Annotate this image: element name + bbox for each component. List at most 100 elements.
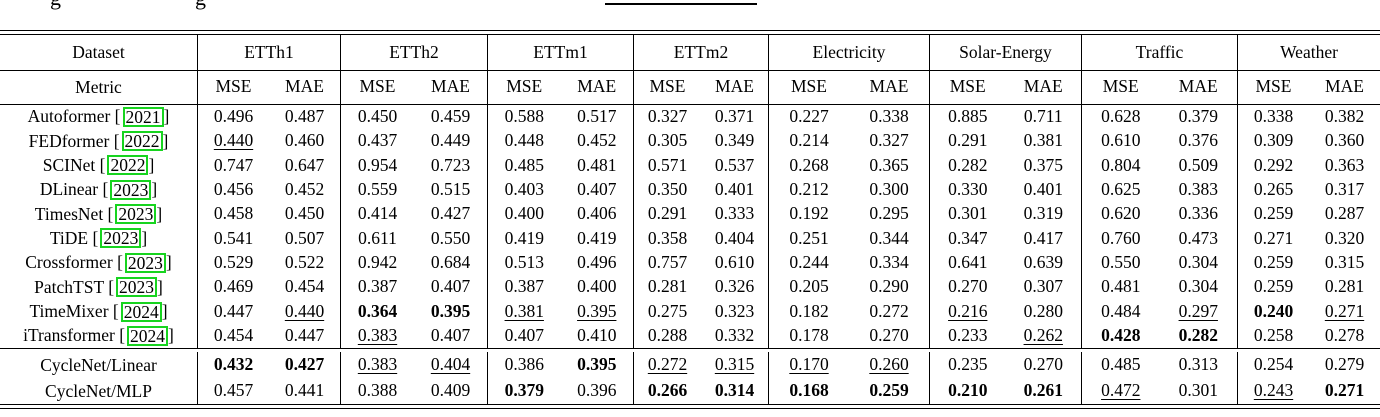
- caption-cutoff-fragment-left: g: [50, 0, 76, 11]
- metric-value: 0.240: [1253, 300, 1294, 321]
- metric-value: 0.381: [504, 300, 544, 321]
- metric-value: 0.403: [504, 179, 544, 200]
- metric-value-group: 0.330 0.401: [929, 177, 1081, 202]
- metric-value: 0.757: [647, 252, 688, 273]
- metric-value-group: 0.192 0.295: [768, 201, 929, 227]
- metric-value: 0.404: [430, 354, 471, 375]
- metric-value: 0.281: [647, 276, 688, 297]
- model-name: SCINet [2022]: [42, 154, 155, 176]
- metric-value: 0.304: [1178, 252, 1218, 273]
- dataset-name-label: Traffic: [1135, 41, 1184, 62]
- metric-value-group: 0.450 0.459: [340, 104, 487, 129]
- metric-value: 0.301: [948, 203, 988, 224]
- metric-group-header: MSE MAE: [929, 70, 1081, 104]
- citation-year-box[interactable]: 2022: [121, 131, 163, 152]
- metric-value: 0.414: [357, 203, 398, 224]
- citation-year-box[interactable]: 2023: [116, 277, 158, 298]
- metric-value: 0.452: [577, 130, 617, 151]
- metric-value-group: 0.254 0.279: [1237, 352, 1380, 379]
- metric-value-group: 0.251 0.344: [768, 226, 929, 251]
- metric-value: 0.684: [430, 252, 471, 273]
- metric-value-group: 0.454 0.447: [197, 323, 340, 349]
- metric-value: 0.288: [647, 325, 688, 346]
- metric-value: 0.954: [357, 154, 398, 175]
- metric-label: MSE: [215, 76, 252, 97]
- metric-value-group: 0.440 0.460: [197, 128, 340, 154]
- citation-year-box[interactable]: 2021: [122, 106, 164, 127]
- dataset-name-label: ETTm2: [673, 41, 729, 62]
- metric-label: MSE: [649, 76, 686, 97]
- metric-value: 0.571: [647, 154, 688, 175]
- metric-value: 0.529: [213, 252, 254, 273]
- metric-value-group: 0.428 0.282: [1081, 323, 1237, 349]
- metric-value-group: 0.458 0.450: [197, 201, 340, 227]
- metric-value: 0.338: [869, 106, 909, 127]
- metric-value-group: 0.414 0.427: [340, 201, 487, 227]
- metric-value: 0.365: [869, 154, 909, 175]
- metric-value: 0.885: [948, 106, 988, 127]
- metric-value: 0.515: [430, 179, 471, 200]
- model-name: Autoformer [2021]: [27, 106, 170, 127]
- metric-group-header: MSE MAE: [633, 70, 768, 104]
- metric-value: 0.639: [1023, 252, 1063, 273]
- metric-value: 0.610: [714, 252, 755, 273]
- citation-year-box[interactable]: 2023: [124, 252, 166, 273]
- metric-value: 0.487: [284, 106, 325, 127]
- metric-value: 0.327: [869, 130, 909, 151]
- metric-value-group: 0.270 0.307: [929, 275, 1081, 300]
- metric-value: 0.297: [1178, 300, 1218, 321]
- dataset-group-header: ETTm1: [487, 34, 633, 70]
- metric-value-group: 0.265 0.317: [1237, 177, 1380, 202]
- metric-label: MSE: [949, 76, 986, 97]
- metric-label: MAE: [431, 76, 470, 97]
- citation-year-box[interactable]: 2022: [107, 155, 149, 176]
- metric-value: 0.400: [504, 203, 544, 224]
- citation-year-box[interactable]: 2024: [127, 325, 169, 346]
- metric-label: MAE: [285, 76, 324, 97]
- citation-year-box[interactable]: 2023: [110, 179, 152, 200]
- metric-value-group: 0.550 0.304: [1081, 250, 1237, 275]
- metric-value-group: 0.210 0.261: [929, 378, 1081, 405]
- metric-value: 0.364: [357, 300, 398, 321]
- table-bottom-rule: [0, 404, 1380, 409]
- model-name: CycleNet/Linear: [40, 354, 157, 375]
- metric-value: 0.259: [1253, 252, 1294, 273]
- metric-value: 0.291: [948, 130, 988, 151]
- metric-value: 0.454: [213, 325, 254, 346]
- citation-year-box[interactable]: 2023: [100, 228, 142, 249]
- metric-value: 0.227: [789, 106, 829, 127]
- citation-year-box[interactable]: 2023: [115, 204, 157, 225]
- metric-value: 0.338: [1253, 106, 1294, 127]
- metric-value: 0.333: [714, 203, 755, 224]
- metric-value: 0.205: [789, 276, 829, 297]
- table-section-rule: [0, 348, 1380, 350]
- metric-group-header: MSE MAE: [340, 70, 487, 104]
- metric-value-group: 0.641 0.639: [929, 250, 1081, 275]
- metric-value-group: 0.266 0.314: [633, 378, 768, 405]
- metric-value: 0.537: [714, 154, 755, 175]
- metric-value: 0.484: [1101, 300, 1141, 321]
- metric-value-group: 0.400 0.406: [487, 201, 633, 227]
- metric-value: 0.314: [714, 380, 755, 401]
- metric-value: 0.496: [577, 252, 617, 273]
- metric-value: 0.419: [504, 227, 544, 248]
- metric-value: 0.458: [213, 203, 254, 224]
- metric-value: 0.457: [213, 380, 254, 401]
- metric-value-group: 0.268 0.365: [768, 153, 929, 178]
- metric-value: 0.611: [358, 227, 397, 248]
- metric-value: 0.315: [714, 354, 755, 375]
- metric-value: 0.350: [647, 179, 688, 200]
- citation-year-box[interactable]: 2024: [120, 301, 162, 322]
- metric-group-header: MSE MAE: [1237, 70, 1380, 104]
- metric-value-group: 0.496 0.487: [197, 104, 340, 129]
- metric-value: 0.541: [213, 227, 254, 248]
- metric-value: 0.407: [430, 325, 471, 346]
- metric-value: 0.330: [948, 179, 988, 200]
- metric-value-group: 0.611 0.550: [340, 226, 487, 251]
- metric-value: 0.485: [504, 154, 544, 175]
- metric-value: 0.271: [1324, 300, 1365, 321]
- metric-value-group: 0.235 0.270: [929, 352, 1081, 379]
- metric-value-group: 0.620 0.336: [1081, 201, 1237, 227]
- metric-value: 0.428: [1101, 325, 1141, 346]
- metric-value-group: 0.403 0.407: [487, 177, 633, 202]
